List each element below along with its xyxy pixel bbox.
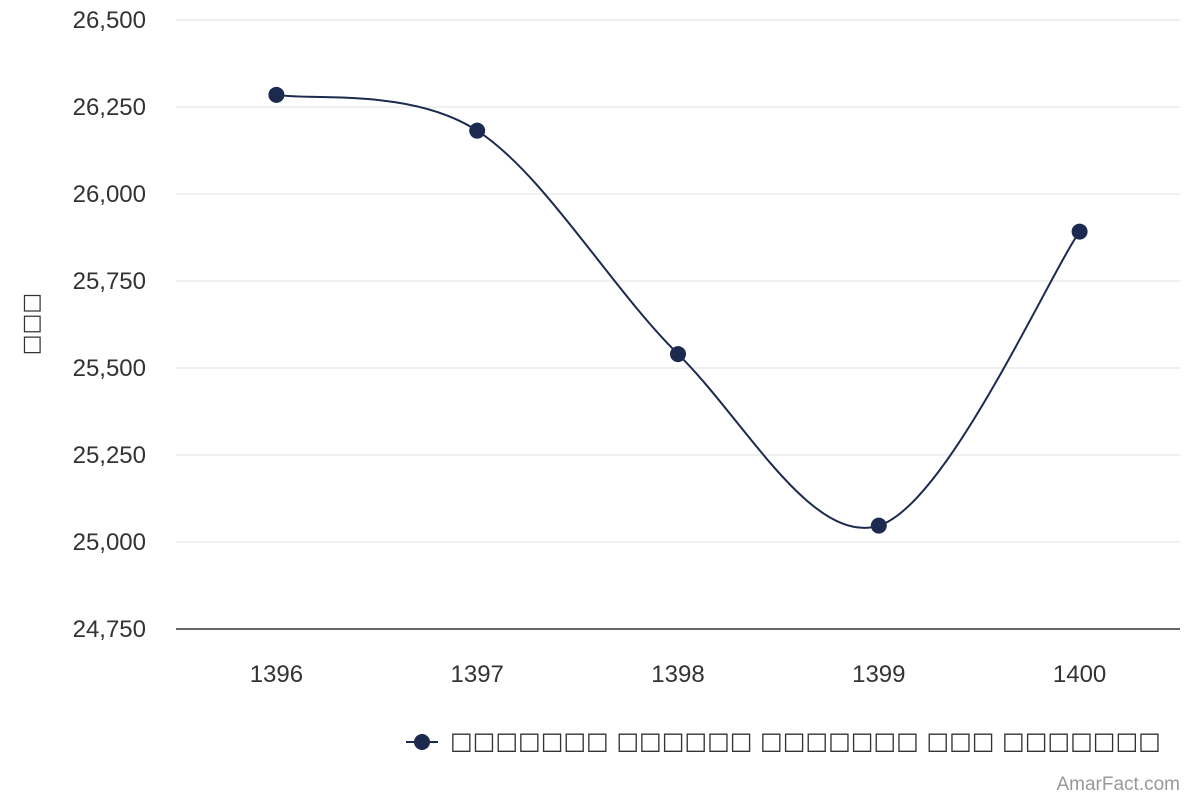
y-axis: 24,750 25,000 25,250 25,500 25,750 26,000 26,2…	[73, 7, 146, 643]
y-tick-label: 24,750	[73, 616, 146, 643]
y-tick-label: 26,000	[73, 181, 146, 208]
data-point[interactable]	[1071, 223, 1088, 240]
data-point[interactable]	[870, 517, 887, 534]
x-tick-label: 1400	[1053, 661, 1106, 688]
series-group	[268, 86, 1088, 534]
credit-watermark: AmarFact.com	[1056, 774, 1180, 795]
gridlines	[176, 19, 1180, 630]
y-tick-label: 25,500	[73, 355, 146, 382]
legend[interactable]: □□□□□□□ □□□□□□ □□□□□□□ □□□ □□□□□□□	[406, 727, 1161, 755]
x-tick-label: 1397	[451, 661, 504, 688]
x-tick-label: 1398	[651, 661, 704, 688]
data-point[interactable]	[268, 86, 285, 103]
y-tick-label: 26,250	[73, 94, 146, 121]
y-tick-label: 25,000	[73, 529, 146, 556]
y-tick-label: 25,750	[73, 268, 146, 295]
x-tick-label: 1396	[250, 661, 303, 688]
legend-label: □□□□□□□ □□□□□□ □□□□□□□ □□□ □□□□□□□	[450, 727, 1161, 755]
y-axis-title: □□□	[19, 293, 44, 355]
y-tick-label: 26,500	[73, 7, 146, 34]
x-axis: 1396 1397 1398 1399 1400	[250, 661, 1107, 688]
y-tick-label: 25,250	[73, 442, 146, 469]
legend-marker-swatch	[414, 734, 430, 750]
series-line	[276, 93, 1081, 529]
data-point[interactable]	[670, 346, 686, 363]
data-point[interactable]	[469, 122, 486, 139]
x-tick-label: 1399	[852, 661, 905, 688]
